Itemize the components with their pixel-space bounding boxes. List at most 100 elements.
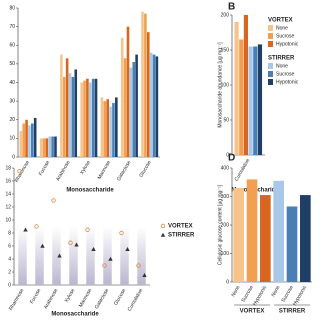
y-tick-label: 60 — [9, 43, 15, 49]
y-tick-label: 2 — [8, 269, 11, 275]
bar — [106, 99, 109, 157]
bar — [149, 52, 153, 158]
bar — [115, 97, 118, 157]
x-tick-label: Xylose — [64, 287, 77, 303]
bar — [123, 58, 127, 157]
x-tick-label: Galactose — [94, 287, 111, 310]
point — [40, 243, 45, 248]
bar — [45, 138, 49, 157]
y-tick-label: 80 — [9, 5, 15, 11]
legend-swatch — [268, 79, 273, 85]
bar — [80, 82, 83, 157]
y-tick-label: 200 — [221, 222, 230, 228]
bar — [243, 15, 249, 155]
bar — [71, 76, 75, 157]
bar — [62, 76, 66, 157]
bar — [120, 37, 124, 157]
bar — [260, 195, 271, 282]
legend-label: None — [276, 63, 288, 69]
bar — [129, 67, 133, 157]
x-tick-label: Cumulative — [234, 157, 252, 182]
bar — [146, 32, 150, 157]
y-tick-label: 14 — [5, 191, 11, 197]
shading — [52, 226, 61, 285]
bar — [42, 138, 46, 157]
x-tick-label: Xylose — [79, 159, 92, 175]
bar — [132, 62, 136, 158]
point — [74, 242, 79, 247]
x-tick-label: Galactose — [116, 159, 133, 182]
bar — [112, 102, 115, 157]
bar — [74, 69, 78, 157]
x-tick-label: Glucose — [138, 159, 152, 178]
bar — [68, 73, 72, 157]
legend-swatch — [268, 63, 273, 69]
x-tick-label: Rhamnose — [8, 287, 25, 311]
shading — [18, 226, 27, 285]
bar — [233, 187, 244, 282]
legend-label: Hypotonic — [276, 79, 299, 85]
point — [91, 247, 96, 252]
bar — [152, 54, 156, 157]
y-tick-label: 50 — [223, 117, 229, 123]
x-tick-label: Glucose — [113, 287, 127, 306]
bar — [31, 123, 34, 157]
bar — [257, 44, 263, 155]
bar — [141, 11, 144, 157]
bar — [234, 22, 239, 155]
y-tick-label: 400 — [221, 165, 230, 171]
x-tick-label: Arabinose — [43, 287, 60, 310]
point — [125, 247, 130, 252]
x-tick-label: Rhamnose — [14, 159, 31, 183]
x-tick-label: Fucose — [29, 287, 43, 304]
legend-label: Hypotonic — [276, 41, 299, 47]
legend-title: STIRRER — [268, 56, 295, 62]
bar — [51, 136, 54, 157]
bar — [135, 54, 138, 157]
y-tick-label: 70 — [9, 24, 15, 30]
legend-swatch — [268, 25, 273, 31]
legend-label: Sucrose — [276, 71, 295, 77]
point — [57, 253, 62, 258]
x-tick-label: None — [230, 284, 241, 298]
bar — [54, 136, 57, 157]
x-tick-label: Fucose — [38, 159, 52, 176]
y-tick-label: 12 — [5, 204, 11, 210]
bar — [48, 136, 52, 157]
legend-label: Sucrose — [276, 33, 295, 39]
legend-swatch — [268, 33, 273, 39]
point — [160, 232, 166, 237]
x-axis-label: Monosaccharide — [51, 312, 99, 318]
y-tick-label: 100 — [221, 82, 230, 88]
point — [17, 169, 22, 174]
point — [85, 227, 90, 232]
bar — [83, 80, 86, 157]
y-tick-label: 150 — [221, 47, 230, 53]
legend-swatch — [268, 71, 273, 77]
bar — [22, 123, 25, 157]
bar — [86, 78, 89, 157]
y-tick-label: 0 — [8, 282, 11, 288]
bar — [103, 101, 107, 157]
bar — [300, 195, 311, 282]
y-tick-label: 40 — [9, 80, 15, 86]
point — [68, 240, 73, 245]
bar — [25, 119, 28, 157]
legend-title: VORTEX — [268, 18, 293, 24]
point — [51, 198, 56, 203]
point — [142, 273, 147, 278]
bar — [100, 97, 104, 157]
bar — [94, 78, 98, 157]
y-tick-label: 6 — [8, 243, 11, 249]
y-tick-label: 200 — [221, 12, 230, 18]
y-tick-label: 18 — [5, 165, 11, 171]
x-tick-label: Mannose — [78, 287, 94, 308]
shading — [120, 226, 129, 285]
bar — [126, 26, 130, 157]
bar — [33, 117, 37, 157]
legend-label: None — [276, 25, 288, 31]
y-tick-label: 0 — [12, 154, 15, 160]
point — [23, 227, 28, 232]
